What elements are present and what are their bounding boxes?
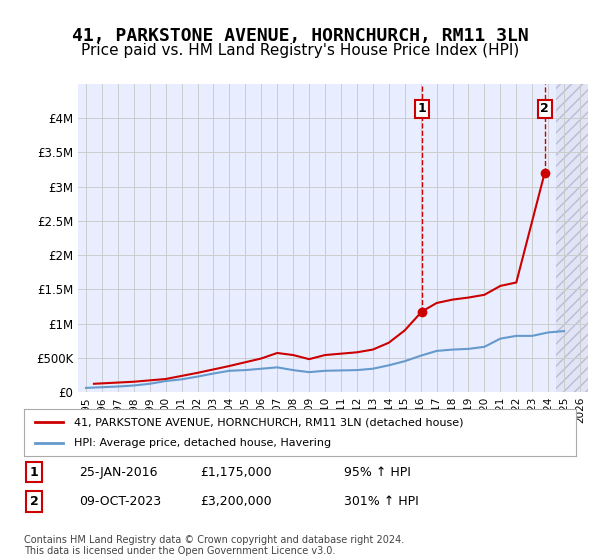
Text: £3,200,000: £3,200,000 <box>200 495 272 508</box>
Bar <box>556 84 588 392</box>
Text: 301% ↑ HPI: 301% ↑ HPI <box>344 495 419 508</box>
Text: 1: 1 <box>29 465 38 479</box>
Text: Contains HM Land Registry data © Crown copyright and database right 2024.
This d: Contains HM Land Registry data © Crown c… <box>24 535 404 557</box>
Text: 95% ↑ HPI: 95% ↑ HPI <box>344 465 411 479</box>
Text: 09-OCT-2023: 09-OCT-2023 <box>79 495 161 508</box>
Text: Price paid vs. HM Land Registry's House Price Index (HPI): Price paid vs. HM Land Registry's House … <box>81 43 519 58</box>
Text: 25-JAN-2016: 25-JAN-2016 <box>79 465 158 479</box>
Text: 1: 1 <box>418 102 426 115</box>
Text: 2: 2 <box>540 102 549 115</box>
Text: 41, PARKSTONE AVENUE, HORNCHURCH, RM11 3LN: 41, PARKSTONE AVENUE, HORNCHURCH, RM11 3… <box>71 27 529 45</box>
Text: HPI: Average price, detached house, Havering: HPI: Average price, detached house, Have… <box>74 438 331 448</box>
Text: 41, PARKSTONE AVENUE, HORNCHURCH, RM11 3LN (detached house): 41, PARKSTONE AVENUE, HORNCHURCH, RM11 3… <box>74 417 463 427</box>
Text: 2: 2 <box>29 495 38 508</box>
Bar <box>556 84 588 392</box>
Text: £1,175,000: £1,175,000 <box>200 465 272 479</box>
